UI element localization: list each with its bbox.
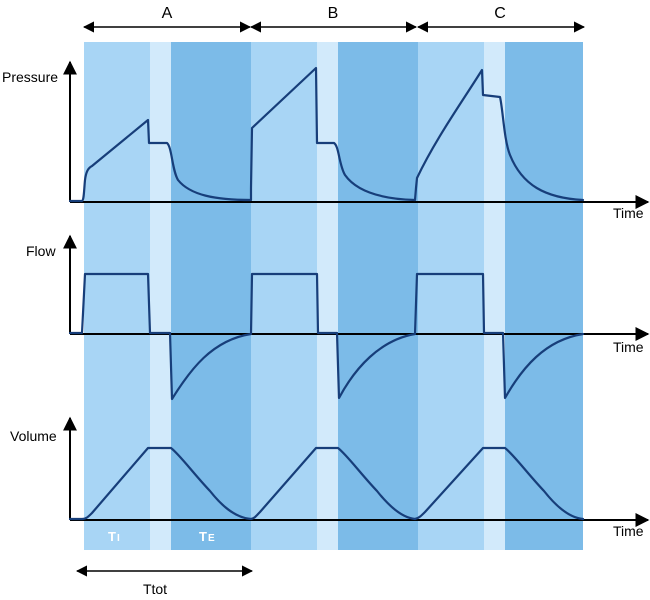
phase-bands [84, 42, 583, 550]
pressure-axes: Pressure Time [2, 60, 650, 221]
band-c-expiration [505, 42, 583, 550]
band-a-pause [150, 42, 171, 550]
volume-axis-label: Volume [10, 428, 57, 444]
band-b-expiration [338, 42, 418, 550]
pressure-time-label: Time [613, 205, 644, 221]
ttot-indicator: Ttot [75, 565, 254, 597]
waveforms [68, 66, 585, 521]
segment-label-b: B [328, 5, 339, 22]
flow-axis-label: Flow [26, 243, 56, 259]
te-label-main: T [199, 529, 207, 544]
segment-label-a: A [162, 5, 173, 22]
band-a-inspiration [84, 42, 150, 550]
ti-label-sub: I [117, 533, 120, 544]
band-b-inspiration [251, 42, 317, 550]
volume-time-label: Time [613, 523, 644, 539]
ttot-label: Ttot [143, 581, 167, 597]
pressure-curve [68, 66, 585, 203]
ti-label-main: T [108, 529, 116, 544]
te-label-sub: E [208, 533, 215, 544]
segment-arrows: A B C [82, 5, 586, 33]
band-a-expiration [171, 42, 251, 550]
flow-curve [68, 272, 585, 401]
te-label: T E [199, 529, 215, 544]
flow-time-label: Time [613, 339, 644, 355]
volume-axes: Volume Time [10, 416, 650, 539]
band-c-pause [484, 42, 505, 550]
band-b-pause [317, 42, 338, 550]
ti-label: T I [108, 529, 120, 544]
band-c-inspiration [418, 42, 484, 550]
volume-curve [68, 446, 585, 521]
segment-label-c: C [494, 5, 506, 22]
pressure-axis-label: Pressure [2, 69, 58, 85]
